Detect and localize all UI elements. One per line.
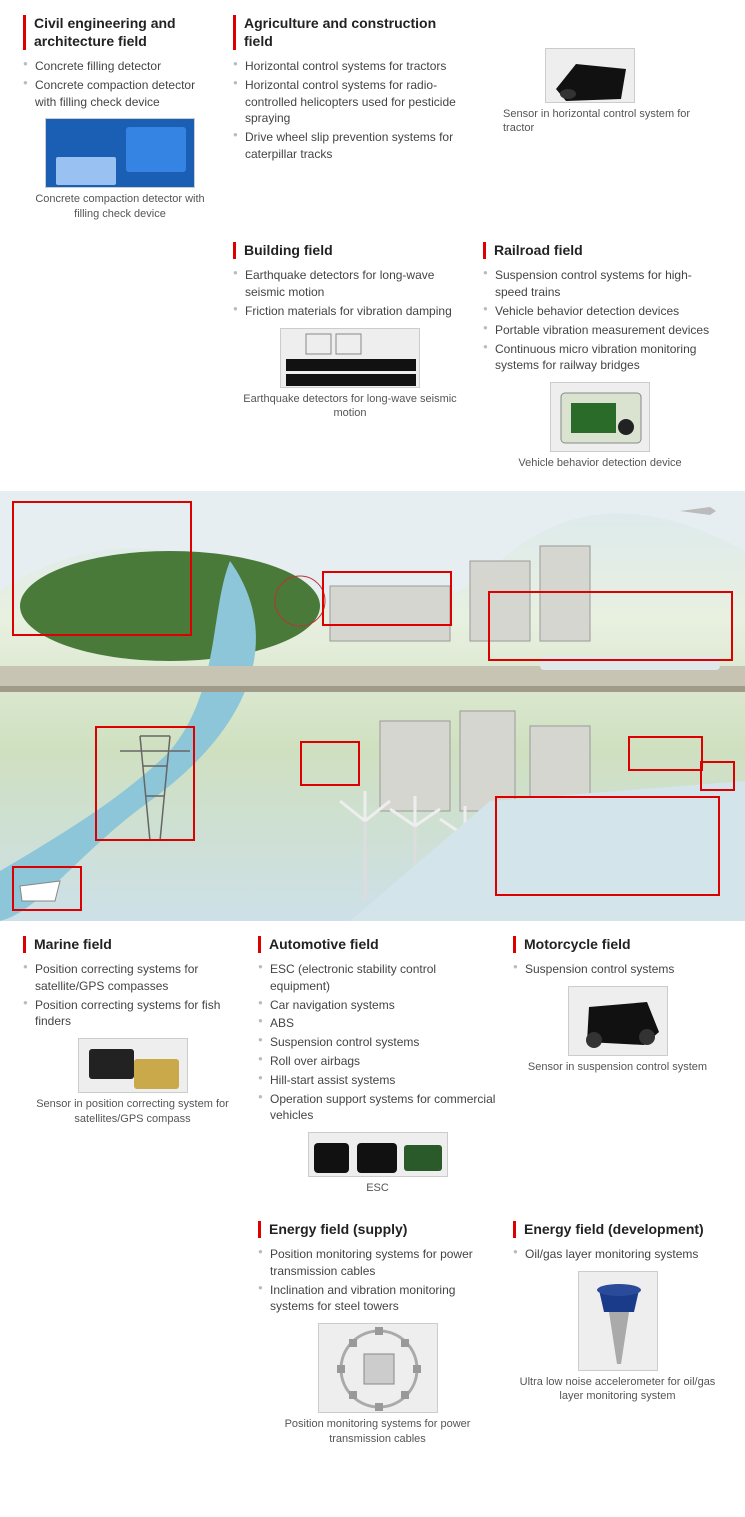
product-image-automotive: [308, 1132, 448, 1177]
highlight-box: [495, 796, 720, 896]
field-automotive: Automotive field ESC (electronic stabili…: [250, 931, 505, 1206]
field-energy-dev: Energy field (development) Oil/gas layer…: [505, 1216, 730, 1456]
product-image-energy-supply: [318, 1323, 438, 1413]
field-railroad: Railroad field Suspension control system…: [475, 237, 725, 481]
field-list-energy-supply: Position monitoring systems for power tr…: [258, 1246, 497, 1315]
list-item: Concrete filling detector: [23, 58, 217, 75]
list-item: Position monitoring systems for power tr…: [258, 1246, 497, 1280]
product-image-marine: [78, 1038, 188, 1093]
product-image-energy-dev: [578, 1271, 658, 1371]
field-list-energy-dev: Oil/gas layer monitoring systems: [513, 1246, 722, 1263]
list-item: Hill-start assist systems: [258, 1072, 497, 1089]
field-list-civil: Concrete filling detector Concrete compa…: [23, 58, 217, 110]
list-item: Roll over airbags: [258, 1053, 497, 1070]
caption-marine: Sensor in position correcting system for…: [23, 1097, 242, 1126]
caption-building: Earthquake detectors for long-wave seism…: [233, 392, 467, 421]
field-agriculture: Agriculture and construction field Horiz…: [225, 10, 475, 231]
field-list-marine: Position correcting systems for satellit…: [23, 961, 242, 1030]
product-image-building: [280, 328, 420, 388]
caption-motorcycle: Sensor in suspension control system: [513, 1060, 722, 1074]
field-title-automotive: Automotive field: [258, 936, 497, 954]
highlight-box: [12, 501, 192, 636]
bottom-section: Marine field Position correcting systems…: [0, 921, 745, 1466]
list-item: Earthquake detectors for long-wave seism…: [233, 267, 467, 301]
product-image-motorcycle: [568, 986, 668, 1056]
caption-agri-sensor: Sensor in horizontal control system for …: [483, 107, 697, 136]
field-list-automotive: ESC (electronic stability control equipm…: [258, 961, 497, 1124]
list-item: Suspension control systems: [513, 961, 722, 978]
list-item: Operation support systems for commercial…: [258, 1091, 497, 1125]
field-title-railroad: Railroad field: [483, 242, 717, 260]
field-list-railroad: Suspension control systems for high-spee…: [483, 267, 717, 374]
field-civil: Civil engineering and architecture field…: [15, 10, 225, 231]
highlight-box: [322, 571, 452, 626]
caption-civil: Concrete compaction detector with fillin…: [23, 192, 217, 221]
list-item: ABS: [258, 1015, 497, 1032]
field-title-agriculture: Agriculture and construction field: [233, 15, 467, 50]
field-title-civil: Civil engineering and architecture field: [23, 15, 217, 50]
list-item: Friction materials for vibration damping: [233, 303, 467, 320]
list-item: ESC (electronic stability control equipm…: [258, 961, 497, 995]
field-marine: Marine field Position correcting systems…: [15, 931, 250, 1206]
list-item: Horizontal control systems for tractors: [233, 58, 467, 75]
caption-energy-dev: Ultra low noise accelerometer for oil/ga…: [513, 1375, 722, 1404]
field-list-agriculture: Horizontal control systems for tractors …: [233, 58, 467, 163]
list-item: Drive wheel slip prevention systems for …: [233, 129, 467, 163]
list-item: Horizontal control systems for radio-con…: [233, 77, 467, 127]
highlight-box: [488, 591, 733, 661]
product-image-civil: [45, 118, 195, 188]
product-image-railroad: [550, 382, 650, 452]
list-item: Inclination and vibration monitoring sys…: [258, 1282, 497, 1316]
list-item: Position correcting systems for fish fin…: [23, 997, 242, 1031]
field-title-building: Building field: [233, 242, 467, 260]
top-section: Civil engineering and architecture field…: [0, 0, 745, 491]
list-item: Concrete compaction detector with fillin…: [23, 77, 217, 111]
highlight-box: [300, 741, 360, 786]
list-item: Car navigation systems: [258, 997, 497, 1014]
highlight-box: [700, 761, 735, 791]
highlight-box: [95, 726, 195, 841]
field-building: Building field Earthquake detectors for …: [225, 237, 475, 481]
city-illustration: [0, 491, 745, 921]
field-title-energy-supply: Energy field (supply): [258, 1221, 497, 1239]
list-item: Position correcting systems for satellit…: [23, 961, 242, 995]
product-image-agri-sensor: [545, 48, 635, 103]
list-item: Portable vibration measurement devices: [483, 322, 717, 339]
field-motorcycle: Motorcycle field Suspension control syst…: [505, 931, 730, 1206]
field-list-motorcycle: Suspension control systems: [513, 961, 722, 978]
highlight-box: [628, 736, 703, 771]
list-item: Continuous micro vibration monitoring sy…: [483, 341, 717, 375]
field-title-marine: Marine field: [23, 936, 242, 954]
field-energy-supply: Energy field (supply) Position monitorin…: [250, 1216, 505, 1456]
list-item: Suspension control systems for high-spee…: [483, 267, 717, 301]
caption-energy-supply: Position monitoring systems for power tr…: [258, 1417, 497, 1446]
field-title-energy-dev: Energy field (development): [513, 1221, 722, 1239]
field-title-motorcycle: Motorcycle field: [513, 936, 722, 954]
caption-railroad: Vehicle behavior detection device: [483, 456, 717, 470]
list-item: Suspension control systems: [258, 1034, 497, 1051]
highlight-box: [12, 866, 82, 911]
list-item: Vehicle behavior detection devices: [483, 303, 717, 320]
list-item: Oil/gas layer monitoring systems: [513, 1246, 722, 1263]
agri-side-image: Sensor in horizontal control system for …: [475, 10, 705, 231]
field-list-building: Earthquake detectors for long-wave seism…: [233, 267, 467, 319]
caption-automotive: ESC: [258, 1181, 497, 1195]
